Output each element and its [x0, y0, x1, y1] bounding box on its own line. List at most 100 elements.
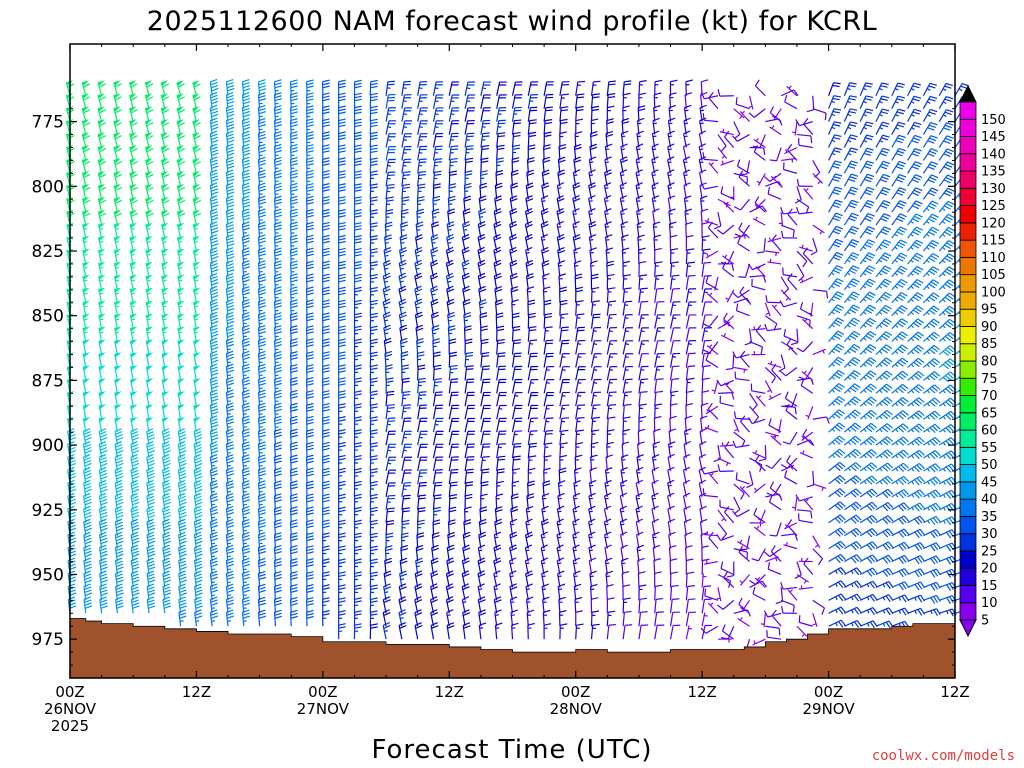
wind-barb — [129, 184, 138, 200]
wind-barb — [225, 467, 235, 484]
colorbar-label: 40 — [981, 493, 998, 508]
wind-barb — [114, 404, 122, 420]
wind-barb — [209, 208, 219, 226]
x-tick-label: 00Z — [814, 683, 843, 701]
wind-barb — [289, 156, 298, 174]
wind-barb — [257, 596, 266, 614]
wind-barb — [176, 119, 186, 135]
wind-barb — [162, 583, 172, 601]
wind-barb — [289, 545, 298, 562]
wind-barb — [176, 93, 185, 109]
x-tick-label: 12Z — [435, 683, 464, 701]
wind-barb — [98, 326, 106, 342]
wind-barb — [209, 285, 219, 303]
wind-barb — [176, 171, 186, 187]
wind-barb — [161, 209, 170, 226]
wind-barb — [113, 132, 122, 148]
wind-barb — [114, 326, 122, 342]
wind-barb — [192, 106, 201, 122]
wind-barb — [289, 506, 298, 523]
wind-barb — [113, 209, 123, 226]
wind-barb — [146, 570, 156, 588]
wind-barb — [209, 609, 219, 627]
wind-barb — [209, 518, 219, 536]
wind-barb — [193, 391, 201, 407]
wind-barb — [113, 145, 122, 161]
wind-barb — [257, 583, 266, 601]
wind-barb — [209, 221, 219, 239]
colorbar-swatch — [959, 222, 977, 241]
wind-barb — [225, 518, 235, 536]
wind-barb — [193, 479, 203, 497]
wind-barb — [145, 184, 154, 200]
wind-barb — [162, 492, 171, 510]
wind-barb — [82, 365, 91, 381]
wind-barb — [99, 544, 108, 562]
wind-barb — [160, 80, 170, 96]
wind-barb — [305, 260, 314, 277]
wind-barb — [241, 506, 251, 523]
wind-barb — [114, 352, 122, 368]
wind-barb — [305, 338, 314, 355]
wind-barb — [129, 235, 137, 252]
wind-barb — [97, 222, 106, 239]
wind-barb — [289, 312, 298, 329]
wind-barb — [113, 261, 122, 278]
wind-barb — [161, 391, 170, 407]
wind-barb — [241, 234, 251, 252]
wind-barb — [209, 492, 219, 510]
wind-barb — [225, 441, 235, 459]
wind-barb — [83, 596, 93, 614]
colorbar-low-cap — [959, 619, 977, 638]
wind-barb — [241, 467, 251, 484]
wind-barb — [305, 208, 314, 226]
wind-barb — [225, 609, 235, 627]
wind-barb — [82, 261, 90, 278]
wind-barb — [129, 119, 138, 135]
wind-barb — [83, 570, 93, 588]
wind-barb — [241, 156, 251, 174]
wind-barb — [241, 247, 251, 265]
wind-barb — [113, 106, 122, 122]
wind-barb — [130, 479, 140, 497]
wind-barb — [241, 286, 251, 303]
wind-barb — [145, 365, 154, 381]
wind-barb — [241, 402, 251, 420]
wind-barb — [209, 104, 219, 122]
wind-barb — [289, 286, 298, 303]
x-tick-label: 26NOV — [44, 700, 97, 718]
wind-barb — [273, 195, 282, 213]
wind-barb — [241, 415, 251, 433]
wind-barb — [161, 222, 169, 239]
wind-barb — [225, 143, 235, 161]
wind-barb — [305, 325, 314, 342]
wind-barb — [193, 326, 201, 342]
wind-barb — [225, 415, 235, 433]
wind-barb — [289, 118, 298, 135]
wind-barb — [82, 313, 90, 329]
wind-barb — [209, 234, 219, 252]
wind-barb — [194, 596, 203, 614]
wind-barb — [129, 365, 138, 381]
wind-barb — [305, 221, 314, 239]
wind-barb — [162, 479, 171, 497]
wind-barb — [98, 300, 106, 316]
wind-barb — [99, 557, 108, 575]
wind-barb — [257, 156, 266, 174]
wind-barb — [98, 441, 108, 459]
wind-barb — [241, 596, 251, 614]
wind-barb — [257, 415, 266, 433]
colorbar-label: 115 — [981, 234, 1006, 249]
wind-barb — [273, 402, 282, 420]
wind-barb — [225, 596, 235, 614]
wind-barb — [289, 144, 298, 161]
wind-barb — [83, 518, 92, 536]
wind-barb — [289, 480, 298, 497]
colorbar-swatch — [959, 187, 977, 206]
colorbar-swatch — [959, 550, 977, 569]
wind-barb — [97, 196, 107, 213]
credit-link[interactable]: coolwx.com/models — [872, 748, 1015, 764]
wind-barb — [97, 171, 107, 187]
wind-barb — [99, 596, 108, 614]
wind-barb — [241, 493, 251, 510]
